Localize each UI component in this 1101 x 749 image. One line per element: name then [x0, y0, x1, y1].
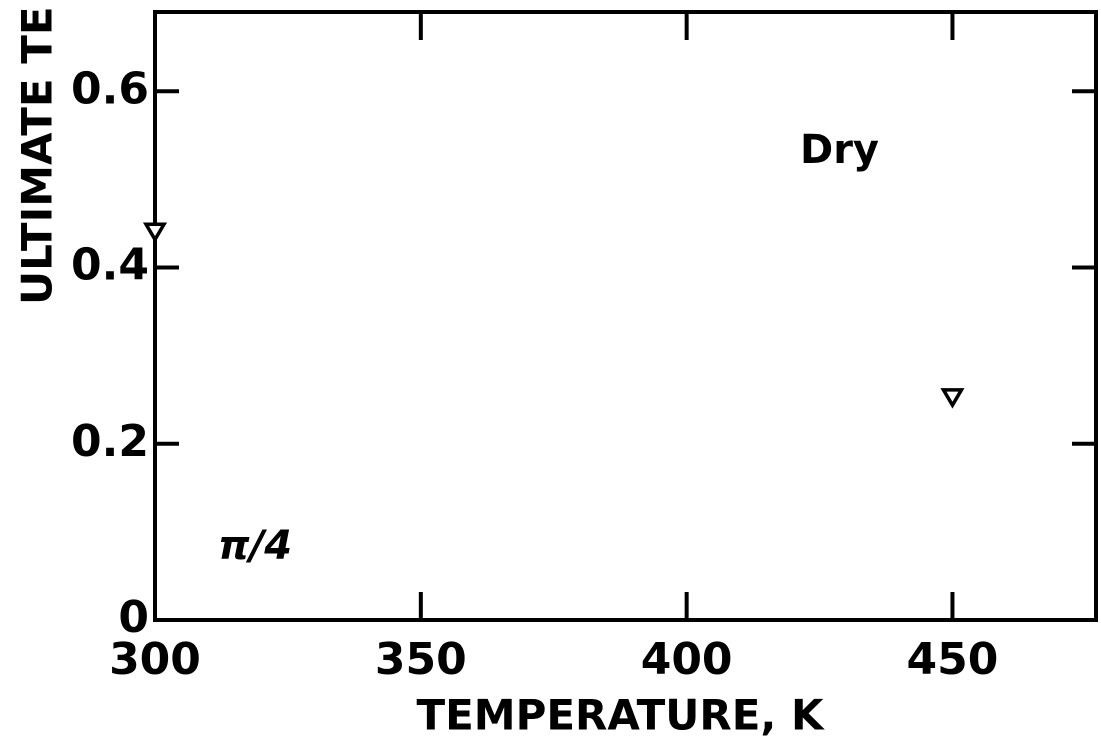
- y-axis-label: ULTIMATE TE: [13, 6, 62, 305]
- y-tick-label: 0.2: [71, 416, 149, 467]
- annotation: Dry: [800, 127, 879, 173]
- x-tick-label: 400: [641, 634, 733, 685]
- plot-frame: [153, 10, 1098, 622]
- data-point: [940, 388, 965, 409]
- y-tick-label: 0.6: [71, 63, 149, 114]
- y-tick-label: 0: [118, 592, 149, 643]
- annotation: π/4: [218, 523, 292, 569]
- data-point: [142, 222, 168, 243]
- x-axis-label: TEMPERATURE, K: [416, 691, 825, 740]
- x-tick-label: 350: [375, 634, 467, 685]
- x-tick-label: 300: [109, 634, 201, 685]
- y-tick-label: 0.4: [71, 240, 149, 291]
- x-tick-label: 450: [907, 634, 999, 685]
